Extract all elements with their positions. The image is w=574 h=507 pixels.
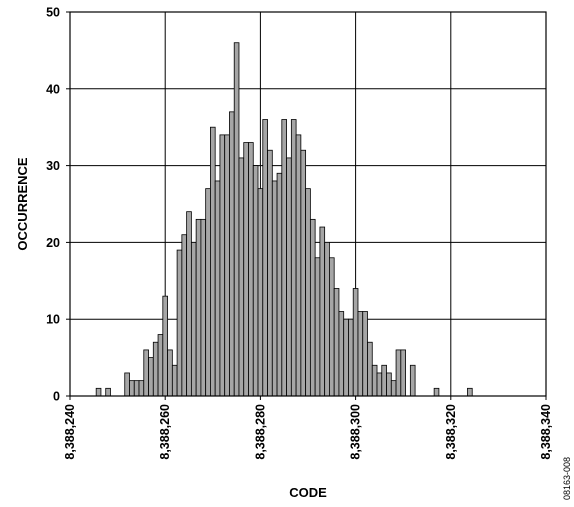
histogram-bar bbox=[343, 318, 349, 397]
histogram-bar bbox=[171, 364, 178, 397]
histogram-bar bbox=[329, 257, 335, 397]
histogram-bar bbox=[233, 42, 240, 397]
histogram-bar bbox=[157, 334, 164, 397]
histogram-bar bbox=[190, 241, 197, 397]
histogram-bar bbox=[295, 134, 302, 397]
histogram-bar bbox=[252, 165, 259, 397]
histogram-bar bbox=[162, 295, 168, 397]
histogram-bars bbox=[95, 42, 473, 397]
histogram-bar bbox=[348, 318, 354, 397]
y-tick-label: 0 bbox=[53, 390, 60, 404]
histogram-bar bbox=[286, 157, 292, 397]
y-tick-label: 30 bbox=[46, 159, 60, 173]
y-axis-title: OCCURRENCE bbox=[15, 157, 30, 251]
histogram-bar bbox=[148, 357, 154, 397]
histogram-bar bbox=[152, 341, 159, 397]
histogram-bar bbox=[376, 372, 383, 397]
histogram-bar bbox=[229, 111, 235, 397]
histogram-bar bbox=[176, 249, 183, 397]
histogram-bar bbox=[433, 387, 440, 397]
histogram-bar bbox=[395, 349, 402, 397]
histogram-bar bbox=[267, 149, 273, 397]
histogram-bar bbox=[95, 387, 102, 397]
histogram-bar bbox=[167, 349, 173, 397]
histogram-bar bbox=[281, 119, 287, 397]
histogram-bar bbox=[248, 142, 254, 397]
x-tick-label: 8,388,340 bbox=[539, 404, 553, 460]
x-tick-label: 8,388,280 bbox=[253, 404, 267, 460]
histogram-bar bbox=[238, 157, 245, 397]
x-tick-label: 8,388,240 bbox=[63, 404, 77, 460]
histogram-bar bbox=[138, 380, 145, 397]
histogram-bar bbox=[390, 380, 397, 397]
histogram-bar bbox=[324, 241, 330, 397]
histogram-bar bbox=[290, 119, 297, 397]
histogram-bar bbox=[400, 349, 406, 397]
histogram-bar bbox=[129, 380, 135, 397]
histogram-bar bbox=[219, 134, 226, 397]
histogram-bar bbox=[386, 372, 392, 397]
histogram-bar bbox=[314, 257, 321, 397]
histogram-bar bbox=[195, 218, 202, 397]
histogram-bar bbox=[371, 364, 378, 397]
histogram-bar bbox=[357, 311, 364, 397]
y-tick-label: 10 bbox=[46, 313, 60, 327]
x-axis-title: CODE bbox=[289, 485, 327, 500]
histogram-bar bbox=[352, 288, 359, 397]
histogram-bar bbox=[319, 226, 326, 397]
histogram-bar bbox=[381, 364, 387, 397]
x-tick-label: 8,388,320 bbox=[444, 404, 458, 460]
histogram-bar bbox=[186, 211, 192, 397]
histogram-bar bbox=[124, 372, 130, 397]
histogram-bar bbox=[333, 288, 340, 397]
x-tick-label: 8,388,260 bbox=[158, 404, 172, 460]
histogram-bar bbox=[367, 341, 373, 397]
histogram-bar bbox=[338, 311, 345, 397]
histogram-bar bbox=[271, 180, 278, 397]
histogram-bar bbox=[262, 119, 268, 397]
plot-area-frame bbox=[69, 11, 547, 397]
histogram-bar bbox=[214, 180, 221, 397]
histogram-bar bbox=[409, 364, 416, 397]
histogram-bar bbox=[300, 149, 307, 397]
histogram-bar bbox=[276, 172, 283, 397]
y-tick-label: 20 bbox=[46, 236, 60, 250]
histogram-bar bbox=[257, 188, 264, 397]
y-tick-label: 50 bbox=[46, 6, 60, 20]
histogram-bar bbox=[133, 380, 140, 397]
histogram-bar bbox=[467, 387, 473, 397]
histogram-bar bbox=[309, 218, 316, 397]
histogram-bar bbox=[224, 134, 230, 397]
histogram-bar bbox=[105, 387, 111, 397]
x-tick-label: 8,388,300 bbox=[349, 404, 363, 460]
histogram-bar bbox=[143, 349, 149, 397]
y-tick-label: 40 bbox=[46, 82, 60, 96]
histogram-bar bbox=[243, 142, 249, 397]
histogram-bar bbox=[205, 188, 211, 397]
histogram-bar bbox=[200, 218, 207, 397]
histogram-bar bbox=[181, 234, 188, 397]
axis-ticks: 8,388,240 8,388,260 8,388,280 8,388,300 8,38… bbox=[46, 6, 553, 460]
figure-id-label: 08163-008 bbox=[562, 457, 572, 500]
histogram-bar bbox=[210, 126, 216, 397]
histogram-bar bbox=[362, 311, 368, 397]
histogram-bar bbox=[305, 188, 311, 397]
